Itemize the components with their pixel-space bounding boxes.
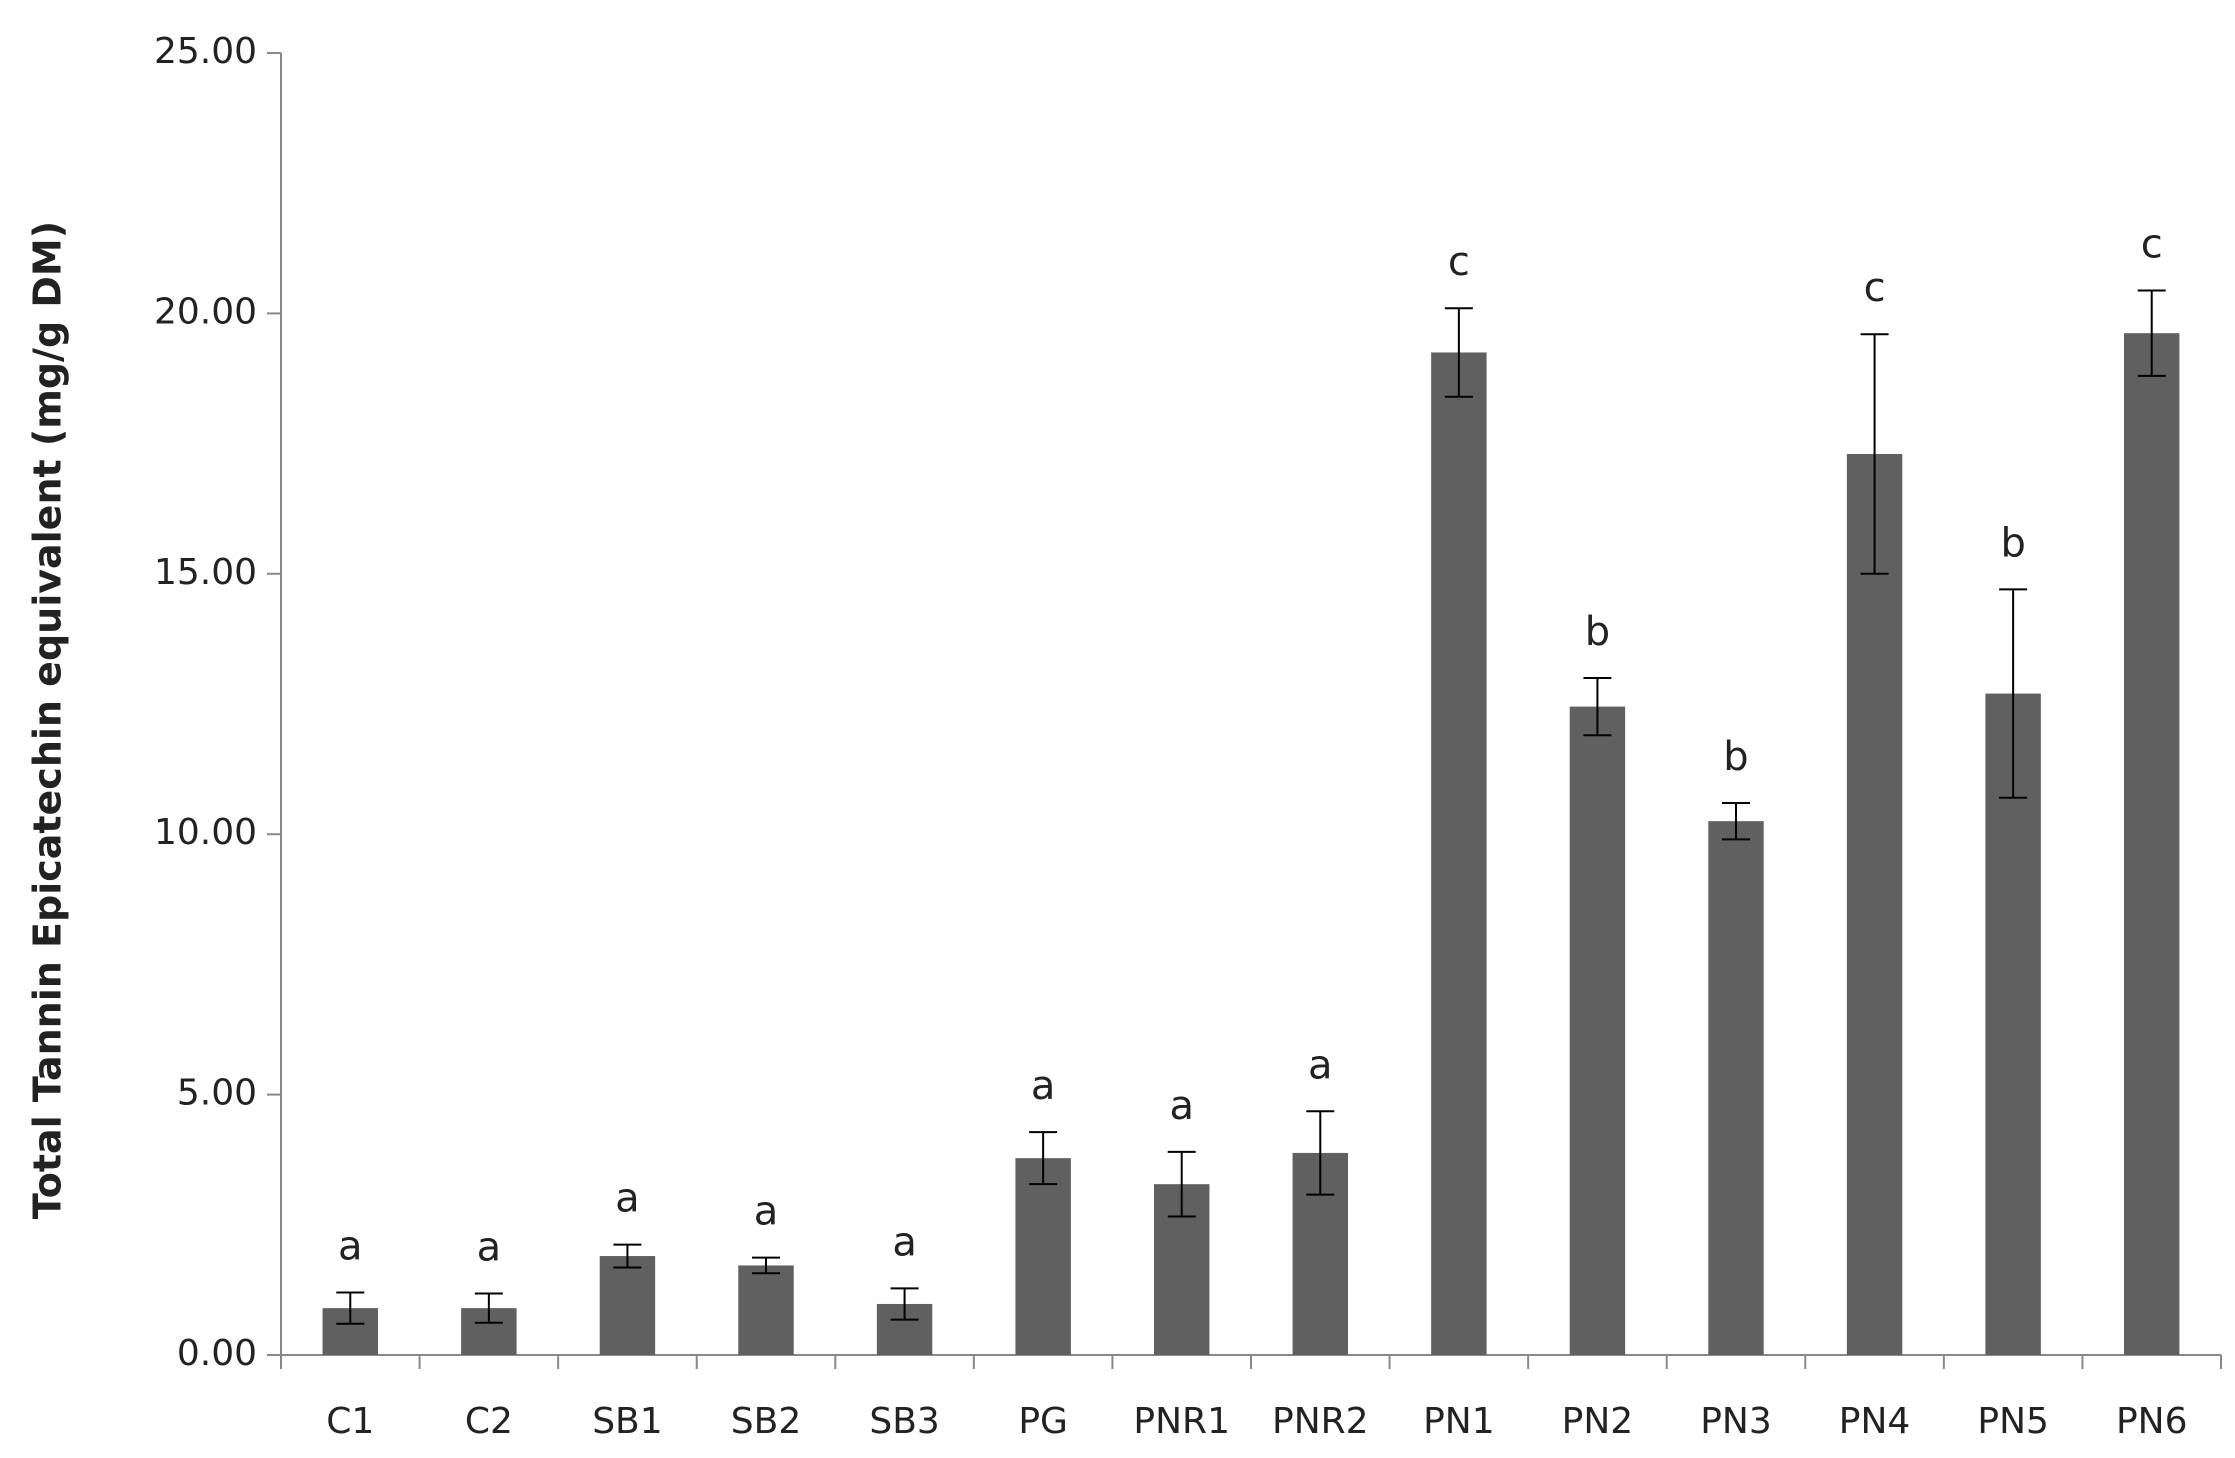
significance-label: a (1308, 1042, 1333, 1088)
significance-label: a (754, 1189, 779, 1235)
bar (1431, 352, 1487, 1356)
x-tick-label: C1 (326, 1401, 374, 1442)
significance-label: c (2141, 221, 2163, 267)
x-tick-label: PNR1 (1133, 1401, 1230, 1442)
x-tick-label: PN6 (2116, 1401, 2188, 1442)
error-bar (1306, 1110, 1335, 1196)
significance-label: b (2000, 520, 2025, 566)
x-tick-label: SB2 (731, 1401, 801, 1442)
x-tick-label: SB1 (592, 1401, 662, 1442)
bar (1846, 454, 1903, 1355)
x-tick-label: PN2 (1562, 1401, 1634, 1442)
error-bar (474, 1292, 503, 1324)
error-bar (1860, 333, 1889, 575)
significance-label: a (338, 1224, 363, 1270)
x-tick-label: C2 (465, 1401, 513, 1442)
y-tick-label: 10.00 (154, 812, 257, 853)
significance-label: b (1585, 609, 1610, 655)
y-tick-label: 5.00 (177, 1073, 257, 1114)
error-bar (1444, 307, 1473, 398)
bar (1015, 1158, 1071, 1355)
y-tick-label: 25.00 (154, 31, 257, 72)
x-tick-label: PG (1018, 1401, 1068, 1442)
x-tick-label: PN1 (1423, 1401, 1495, 1442)
error-bar (336, 1291, 365, 1325)
y-tick-label: 0.00 (177, 1333, 257, 1374)
error-bar (752, 1256, 780, 1275)
x-tick-label: PN4 (1839, 1401, 1911, 1442)
x-tick-label: PN5 (1977, 1401, 2049, 1442)
bar (738, 1265, 794, 1355)
error-bar (1999, 588, 2028, 799)
error-bar (890, 1287, 919, 1321)
significance-label: b (1723, 734, 1748, 780)
bar (1985, 693, 2041, 1355)
significance-label: c (1864, 265, 1886, 311)
x-tick-label: PN3 (1700, 1401, 1772, 1442)
bar (1569, 706, 1626, 1355)
y-tick-label: 20.00 (154, 291, 257, 332)
significance-label: a (1031, 1063, 1056, 1109)
error-bar (1167, 1150, 1196, 1218)
x-tick-label: PNR2 (1272, 1401, 1369, 1442)
significance-label: c (1448, 239, 1470, 285)
x-tick-label: SB3 (869, 1401, 939, 1442)
y-tick-label: 15.00 (154, 552, 257, 593)
bar (2124, 333, 2180, 1355)
significance-label: a (477, 1225, 502, 1271)
significance-label: a (1169, 1083, 1194, 1129)
bar (1708, 821, 1764, 1355)
error-bar (2137, 289, 2166, 377)
bar (599, 1256, 656, 1355)
error-bar (613, 1243, 642, 1269)
error-bar (1029, 1131, 1058, 1186)
significance-label: a (892, 1219, 917, 1265)
y-axis-label: Total Tannin Epicatechin equivalent (mg/… (26, 221, 70, 1219)
error-bar (1722, 801, 1750, 841)
error-bar (1583, 676, 1612, 737)
significance-label: a (615, 1176, 640, 1222)
